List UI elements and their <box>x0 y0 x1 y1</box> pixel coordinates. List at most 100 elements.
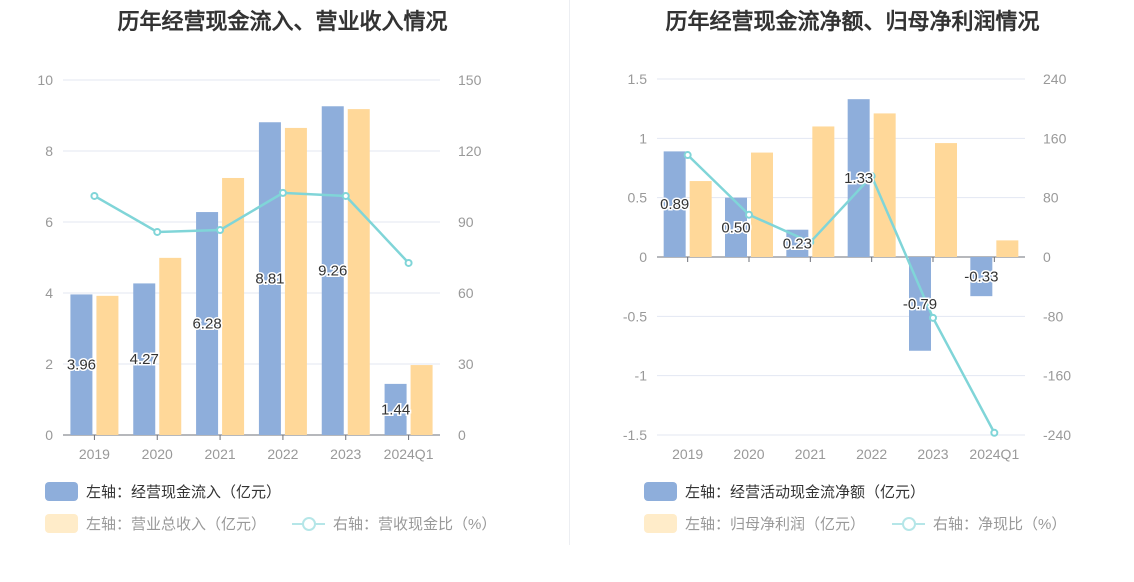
left-tick-label: 4 <box>45 285 53 301</box>
line-point <box>341 191 350 200</box>
x-tick-label: 2020 <box>142 446 173 462</box>
bar-data-label: -0.79 <box>903 296 937 313</box>
line-point <box>745 210 753 219</box>
right-tick-label: 30 <box>458 356 474 372</box>
bar-series-1 <box>258 122 281 436</box>
left-tick-label: 0 <box>639 249 647 265</box>
legend-item-series-2[interactable]: 左轴：归母净利润（亿元） <box>644 513 865 534</box>
x-tick-label: 2022 <box>267 446 298 462</box>
bar-series-1 <box>909 257 931 351</box>
right-tick-label: 60 <box>458 285 474 301</box>
bar-series-2 <box>410 365 433 435</box>
left-tick-label: 1 <box>639 130 647 146</box>
right-tick-label: 0 <box>458 427 466 443</box>
bar-series-2 <box>935 143 957 257</box>
x-tick-label: 2020 <box>733 446 764 462</box>
chart-title: 历年经营现金流净额、归母净利润情况 <box>665 9 1040 34</box>
line-point <box>683 151 692 160</box>
bar-series-2 <box>996 240 1019 257</box>
legend-item-series-1[interactable]: 左轴：经营活动现金流净额（亿元） <box>644 481 925 502</box>
line-point <box>990 428 999 437</box>
bar-series-2 <box>812 126 835 257</box>
bar-series-2 <box>347 109 370 436</box>
right-tick-label: 160 <box>1043 130 1067 146</box>
bar-series-1 <box>725 197 747 257</box>
legend-swatch <box>45 482 78 501</box>
line-series <box>93 191 410 264</box>
bar-data-label: 4.27 <box>130 351 159 368</box>
bar-data-label: -0.33 <box>964 269 998 286</box>
left-tick-label: -1.5 <box>623 427 647 443</box>
legend-item-series-1[interactable]: 左轴：经营现金流入（亿元） <box>45 481 281 502</box>
legend-label: 右轴：营收现金比（%） <box>333 516 497 533</box>
line-point <box>404 258 413 267</box>
bar-data-label: 0.23 <box>783 235 812 252</box>
bar-data-label: 6.28 <box>192 316 221 333</box>
divider <box>569 0 570 545</box>
chart-panel-net-cash: 历年经营现金流净额、归母净利润情况 -1.5 -240 -1 -160 -0.5 -80 0… <box>570 0 1134 582</box>
x-tick-label: 2021 <box>205 446 236 462</box>
bar-series-2 <box>689 181 712 257</box>
left-tick-label: 8 <box>45 143 53 159</box>
bar-series-2 <box>159 257 182 435</box>
bar-series-1 <box>196 212 219 435</box>
bar-series-2 <box>96 295 119 435</box>
x-tick-label: 2024Q1 <box>384 446 434 462</box>
chart-cash-inflow-revenue: 0 0 2 30 4 60 6 90 8 120 10 150 2019 2020 2021 2022 2023… <box>37 72 482 462</box>
bar-series-1 <box>663 151 686 257</box>
x-tick-label: 2022 <box>856 446 887 462</box>
bar-series-2 <box>222 177 245 436</box>
right-tick-label: 0 <box>1043 249 1051 265</box>
bar-data-label: 1.44 <box>381 401 410 418</box>
legend-label: 左轴：经营活动现金流净额（亿元） <box>685 484 926 501</box>
bar-series-2 <box>751 152 773 257</box>
bar-data-label: 3.96 <box>67 357 96 374</box>
bar-data-label: 0.89 <box>660 196 689 213</box>
x-tick-label: 2019 <box>672 446 703 462</box>
legend-line-icon <box>892 514 925 533</box>
line-point <box>278 188 287 197</box>
x-tick-label: 2019 <box>79 446 110 462</box>
legend-item-series-3[interactable]: 右轴：净现比（%） <box>892 513 1066 534</box>
left-tick-label: 10 <box>37 72 53 88</box>
right-tick-label: 240 <box>1043 71 1067 87</box>
right-tick-label: 120 <box>458 143 482 159</box>
legend-swatch <box>644 514 677 533</box>
bar-series-1 <box>847 99 870 257</box>
legend-item-series-2[interactable]: 左轴：营业总收入（亿元） <box>45 513 266 534</box>
left-tick-label: -1 <box>635 368 648 384</box>
legend-swatch <box>45 514 78 533</box>
bar-data-label: 9.26 <box>318 263 347 280</box>
chart-panel-cash-inflow: 历年经营现金流入、营业收入情况 0 0 2 30 4 60 6 90 8 120 10 150 2019… <box>0 0 565 582</box>
bar-series-1 <box>70 294 93 435</box>
left-tick-label: 6 <box>45 214 53 230</box>
left-tick-label: 0.5 <box>628 190 648 206</box>
bar-series-2 <box>873 113 896 257</box>
legend-item-series-3[interactable]: 右轴：营收现金比（%） <box>292 513 496 534</box>
bar-data-label: 1.33 <box>844 170 873 187</box>
line-point <box>806 238 815 247</box>
right-tick-label: 150 <box>458 72 482 88</box>
line-series <box>686 154 996 434</box>
right-tick-label: 90 <box>458 214 474 230</box>
line-point <box>929 313 937 322</box>
bar-series-2 <box>284 127 307 436</box>
line-point <box>216 226 225 235</box>
line-point <box>867 172 876 181</box>
left-tick-label: 2 <box>45 356 53 372</box>
bar-series-1 <box>384 383 407 435</box>
x-tick-label: 2024Q1 <box>969 446 1019 462</box>
legend-line-icon <box>292 514 325 533</box>
x-tick-label: 2021 <box>795 446 826 462</box>
bar-series-1 <box>786 229 809 257</box>
legend-label: 左轴：营业总收入（亿元） <box>86 516 267 533</box>
legend-swatch <box>644 482 677 501</box>
chart-net-cash-profit: -1.5 -240 -1 -160 -0.5 -80 0 0 0.5 80 1 160 1.5 240 20… <box>623 71 1071 462</box>
line-point <box>153 227 162 236</box>
bar-series-1 <box>970 257 993 297</box>
legend-label: 左轴：归母净利润（亿元） <box>685 516 866 533</box>
right-tick-label: -240 <box>1043 427 1071 443</box>
right-tick-label: -80 <box>1043 308 1063 324</box>
chart-title: 历年经营现金流入、营业收入情况 <box>117 9 448 34</box>
